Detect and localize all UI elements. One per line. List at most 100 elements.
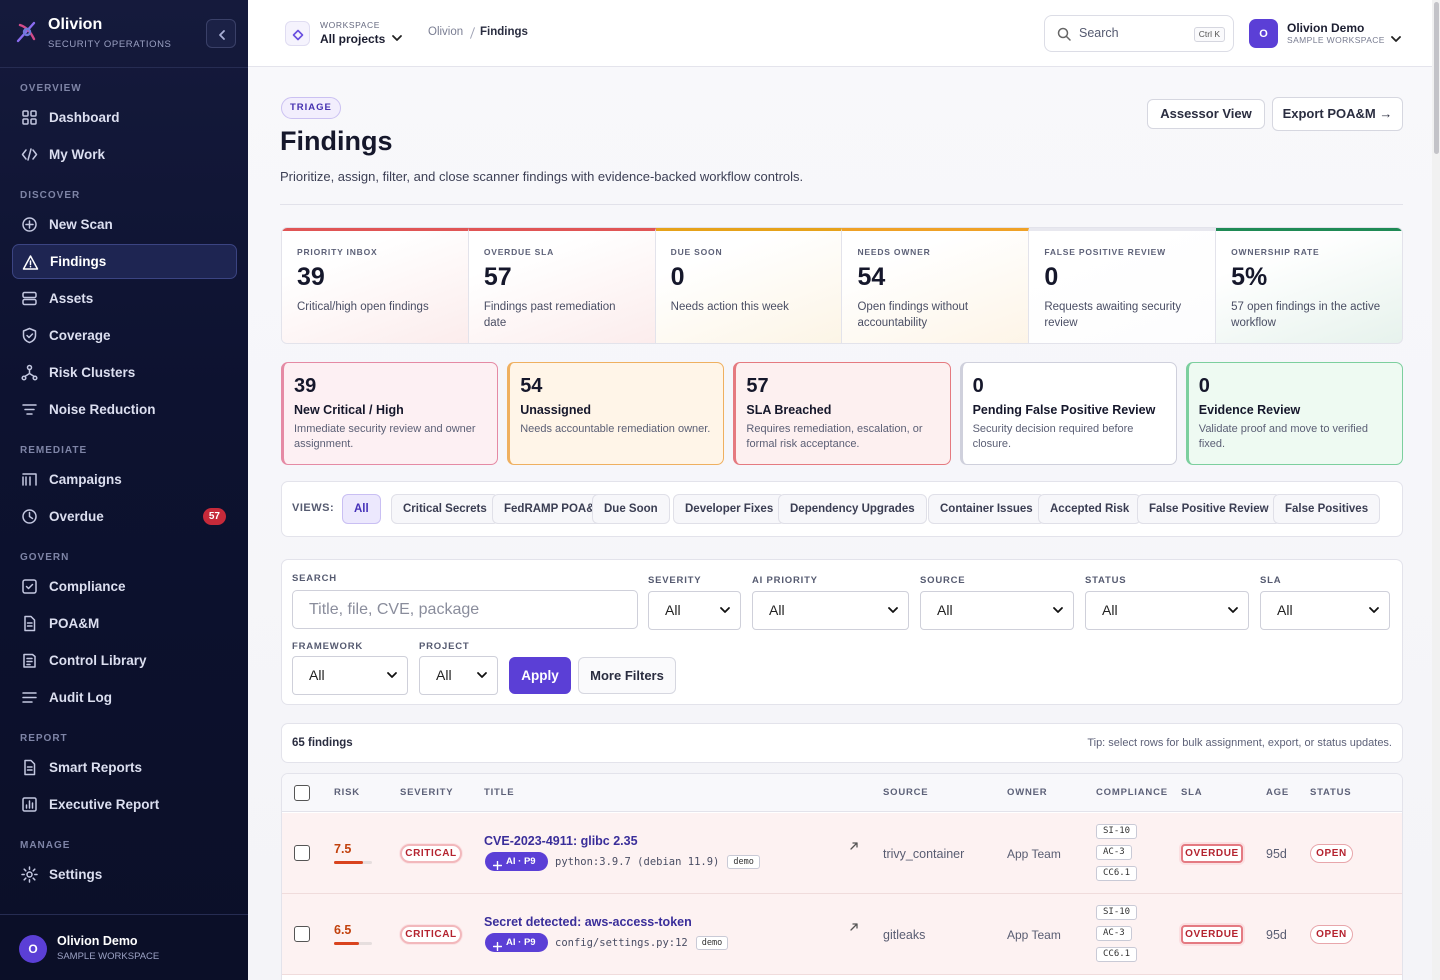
nav-item[interactable]: Audit Log bbox=[12, 680, 237, 715]
ai-priority-pill: AI · P9 bbox=[485, 852, 548, 871]
icon-part bbox=[25, 583, 34, 590]
nav-item[interactable]: New Scan bbox=[12, 207, 237, 242]
apply-button[interactable]: Apply bbox=[509, 657, 571, 694]
filter-select[interactable]: All bbox=[648, 591, 741, 630]
icon-part bbox=[23, 653, 36, 668]
search-input[interactable]: Title, file, CVE, package bbox=[292, 590, 638, 629]
nav-label: Audit Log bbox=[49, 690, 112, 705]
filter-select[interactable]: All bbox=[752, 591, 909, 630]
export-button[interactable]: Export POA&M → bbox=[1272, 97, 1403, 131]
icon bbox=[22, 291, 37, 306]
icon bbox=[22, 579, 37, 594]
nav-item[interactable]: Risk Clusters bbox=[12, 355, 237, 390]
view-pill[interactable]: False Positive Review bbox=[1137, 494, 1281, 524]
kpi-value: 5% bbox=[1231, 263, 1268, 291]
icon-part bbox=[1369, 607, 1379, 613]
assessor-view-button[interactable]: Assessor View bbox=[1147, 99, 1265, 129]
view-pill[interactable]: False Positives bbox=[1273, 494, 1381, 524]
icon bbox=[22, 217, 37, 232]
view-pill[interactable]: Due Soon bbox=[592, 494, 670, 524]
icon-part bbox=[22, 298, 37, 306]
kpi-label: PRIORITY INBOX bbox=[297, 247, 378, 257]
icon bbox=[219, 30, 225, 40]
icon bbox=[24, 759, 36, 776]
icon-part bbox=[22, 217, 37, 232]
sidebar-user[interactable]: O Olivion Demo SAMPLE WORKSPACE bbox=[0, 914, 248, 980]
filter-select[interactable]: All bbox=[1085, 591, 1249, 630]
nav-section-title: REMEDIATE bbox=[20, 445, 88, 456]
nav-item[interactable]: Smart Reports bbox=[12, 750, 237, 785]
nav-item[interactable]: Compliance bbox=[12, 569, 237, 604]
workspace-value[interactable]: All projects bbox=[320, 32, 386, 46]
icon bbox=[22, 797, 37, 812]
view-pill[interactable]: Developer Fixes bbox=[673, 494, 786, 524]
filter-select[interactable]: All bbox=[920, 591, 1074, 630]
filter-label: FRAMEWORK bbox=[292, 641, 364, 652]
row-checkbox[interactable] bbox=[294, 926, 310, 942]
search-box[interactable]: Search Ctrl K bbox=[1044, 15, 1234, 52]
filter-select-value: All bbox=[769, 602, 785, 618]
nav-item[interactable]: Settings bbox=[12, 857, 237, 892]
icon-part bbox=[850, 842, 858, 850]
queue-card[interactable]: 57 SLA Breached Requires remediation, esca… bbox=[733, 362, 951, 465]
views-bar: VIEWS: All Critical Secrets FedRAMP POA&M Du… bbox=[281, 481, 1403, 537]
table-row[interactable]: 6.5 CRITICAL Secret detected: aws-access-t… bbox=[282, 894, 1402, 975]
row-checkbox[interactable] bbox=[294, 845, 310, 861]
kpi-note: Open findings without accountability bbox=[857, 301, 969, 329]
top-user-avatar[interactable]: O bbox=[1249, 19, 1278, 48]
finding-title[interactable]: Secret detected: aws-access-token bbox=[484, 915, 692, 929]
icon-part bbox=[21, 148, 38, 161]
results-count: 65 findings bbox=[292, 737, 353, 749]
queue-card[interactable]: 0 Pending False Positive Review Security d… bbox=[959, 362, 1177, 465]
collapse-button[interactable] bbox=[206, 19, 236, 48]
breadcrumb-root[interactable]: Olivion bbox=[428, 26, 464, 38]
nav-item[interactable]: Overdue 57 bbox=[12, 499, 237, 534]
nav-item[interactable]: POA&M bbox=[12, 606, 237, 641]
nav-item[interactable]: Coverage bbox=[12, 318, 237, 353]
nav-item[interactable]: My Work bbox=[12, 137, 237, 172]
nav-item[interactable]: Executive Report bbox=[12, 787, 237, 822]
queue-card[interactable]: 0 Evidence Review Validate proof and move … bbox=[1185, 362, 1403, 465]
filter-select[interactable]: All bbox=[1260, 591, 1390, 630]
icon bbox=[392, 35, 402, 41]
view-pill[interactable]: All bbox=[342, 494, 381, 524]
more-filters-button[interactable]: More Filters bbox=[578, 657, 676, 694]
view-pill[interactable]: Container Issues bbox=[928, 494, 1045, 524]
finding-title[interactable]: CVE-2023-4911: glibc 2.35 bbox=[484, 834, 638, 848]
nav-item[interactable]: Campaigns bbox=[12, 462, 237, 497]
select-all-checkbox[interactable] bbox=[294, 785, 310, 801]
view-pill[interactable]: Critical Secrets bbox=[391, 494, 499, 524]
filter-select-value: All bbox=[1102, 602, 1118, 618]
user-chevron bbox=[1390, 30, 1402, 48]
queue-card[interactable]: 54 Unassigned Needs accountable remediatio… bbox=[507, 362, 725, 465]
filter-select[interactable]: All bbox=[419, 656, 498, 695]
nav-item[interactable]: Control Library bbox=[12, 643, 237, 678]
breadcrumb-current: Findings bbox=[480, 26, 528, 38]
icon-part bbox=[22, 579, 37, 594]
icon bbox=[22, 404, 37, 415]
view-pill[interactable]: Dependency Upgrades bbox=[778, 494, 927, 524]
nav-item[interactable]: Assets bbox=[12, 281, 237, 316]
icon bbox=[22, 255, 39, 270]
filter-select-value: All bbox=[937, 602, 953, 618]
queue-value: 54 bbox=[520, 375, 543, 397]
kpi-note: Needs action this week bbox=[670, 301, 789, 313]
nav-label: POA&M bbox=[49, 616, 100, 631]
divider bbox=[280, 204, 1403, 205]
page-tag: TRIAGE bbox=[281, 97, 341, 119]
divider bbox=[0, 67, 248, 68]
nav-label: Assets bbox=[49, 291, 94, 306]
kpi-value: 57 bbox=[483, 263, 512, 291]
filter-select[interactable]: All bbox=[292, 656, 408, 695]
view-pill[interactable]: Accepted Risk bbox=[1038, 494, 1142, 524]
nav-item[interactable]: Noise Reduction bbox=[12, 392, 237, 427]
search-shortcut: Ctrl K bbox=[1193, 27, 1225, 42]
queue-card[interactable]: 39 New Critical / High Immediate security … bbox=[281, 362, 499, 465]
nav-item[interactable]: Dashboard bbox=[12, 100, 237, 135]
table-row[interactable]: 7.5 CRITICAL CVE-2023-4911: glibc 2.35 AI ·… bbox=[282, 813, 1402, 894]
queue-note: Needs accountable remediation owner. bbox=[520, 423, 711, 435]
nav-item[interactable]: Findings bbox=[12, 244, 237, 279]
queue-title: New Critical / High bbox=[294, 403, 404, 417]
env-tag: demo bbox=[695, 936, 729, 950]
